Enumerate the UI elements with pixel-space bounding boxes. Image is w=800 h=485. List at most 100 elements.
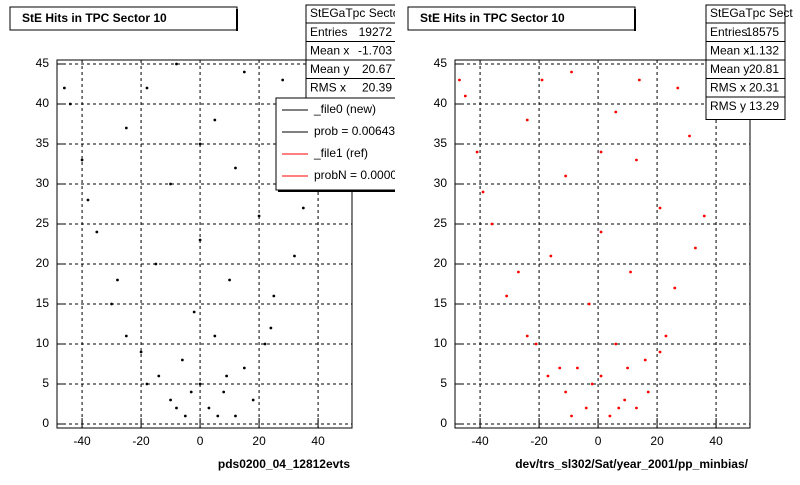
point xyxy=(68,102,72,106)
stats-value: 20.39 xyxy=(362,81,392,95)
point xyxy=(263,342,267,346)
x-tick-label: -40 xyxy=(73,434,91,448)
point xyxy=(517,270,520,274)
x-axis-label: pds0200_04_12812evts xyxy=(218,457,350,471)
stats-label: RMS x xyxy=(310,81,346,95)
point xyxy=(463,94,467,98)
point xyxy=(242,70,246,74)
point xyxy=(124,334,128,338)
point xyxy=(234,414,237,418)
point xyxy=(673,286,677,290)
stats-value: 20.67 xyxy=(362,62,392,76)
point xyxy=(242,366,246,370)
point xyxy=(80,158,84,162)
point xyxy=(570,70,573,74)
point xyxy=(281,78,285,82)
point xyxy=(570,414,573,418)
stats-label: Mean y xyxy=(310,62,349,76)
point xyxy=(207,406,211,410)
stats-title: StEGaTpc Sector 10 xyxy=(310,6,420,20)
point xyxy=(222,390,226,394)
point xyxy=(95,230,99,234)
x-tick-label: 40 xyxy=(311,434,325,448)
point xyxy=(643,358,647,362)
x-tick-label: 0 xyxy=(595,434,602,448)
y-tick-label: 0 xyxy=(440,416,447,430)
stats-label: Entries xyxy=(710,25,747,39)
chart-title: StE Hits in TPC Sector 10 xyxy=(22,11,167,25)
point xyxy=(614,342,618,346)
point xyxy=(646,390,650,394)
point xyxy=(599,374,603,378)
point xyxy=(481,190,485,194)
stats-value: 18575 xyxy=(746,25,780,39)
point xyxy=(549,254,553,258)
point xyxy=(145,382,149,386)
point xyxy=(688,134,691,138)
point xyxy=(564,174,568,178)
y-tick-label: 45 xyxy=(434,56,448,70)
x-tick-label: 20 xyxy=(650,434,664,448)
chart-title: StE Hits in TPC Sector 10 xyxy=(420,11,565,25)
stats-label: RMS x xyxy=(710,81,746,95)
point xyxy=(676,86,680,90)
point xyxy=(608,414,612,418)
point xyxy=(175,62,178,66)
point xyxy=(599,150,603,154)
point xyxy=(584,406,588,410)
y-tick-label: 10 xyxy=(36,336,50,350)
point xyxy=(269,326,273,330)
point xyxy=(293,254,296,258)
point xyxy=(157,374,161,378)
point xyxy=(225,374,229,378)
point xyxy=(198,382,202,386)
point xyxy=(192,310,196,314)
stats-box xyxy=(705,4,786,120)
point xyxy=(198,238,202,242)
legend-label: probN = 0.00003 xyxy=(314,168,404,182)
x-tick-label: 40 xyxy=(709,434,723,448)
point xyxy=(301,206,305,210)
y-tick-label: 35 xyxy=(36,136,50,150)
y-tick-label: 5 xyxy=(440,376,447,390)
point xyxy=(694,246,697,250)
point xyxy=(617,406,621,410)
point xyxy=(475,150,479,154)
point xyxy=(576,366,579,370)
point xyxy=(169,398,172,402)
y-tick-label: 35 xyxy=(434,136,448,150)
point xyxy=(534,342,538,346)
y-tick-label: 0 xyxy=(42,416,49,430)
x-tick-label: -20 xyxy=(132,434,150,448)
point xyxy=(139,350,143,354)
y-tick-label: 5 xyxy=(42,376,49,390)
point xyxy=(175,406,178,410)
point xyxy=(228,278,231,282)
legend-label: prob = 0.006430 xyxy=(314,124,402,138)
stats-label: Mean x xyxy=(310,44,349,58)
point xyxy=(614,110,618,114)
stats-value: 13.29 xyxy=(749,99,779,113)
point xyxy=(664,334,668,338)
x-tick-label: 0 xyxy=(197,434,204,448)
point xyxy=(490,222,494,226)
stats-title: StEGaTpc Sector 10 xyxy=(710,6,800,20)
stats-value: -1.132 xyxy=(745,44,779,58)
y-tick-label: 15 xyxy=(36,296,50,310)
y-tick-label: 20 xyxy=(36,256,50,270)
x-tick-label: 20 xyxy=(252,434,266,448)
y-tick-label: 30 xyxy=(36,176,50,190)
point xyxy=(216,414,220,418)
point xyxy=(124,126,128,130)
point xyxy=(635,406,638,410)
legend-label: _file0 (new) xyxy=(313,102,376,116)
point xyxy=(587,302,591,306)
point xyxy=(599,230,603,234)
stats-label: RMS y xyxy=(710,99,746,113)
point xyxy=(116,278,119,282)
point xyxy=(623,398,627,402)
stats-label: Mean x xyxy=(710,44,749,58)
y-tick-label: 45 xyxy=(36,56,50,70)
point xyxy=(564,390,568,394)
